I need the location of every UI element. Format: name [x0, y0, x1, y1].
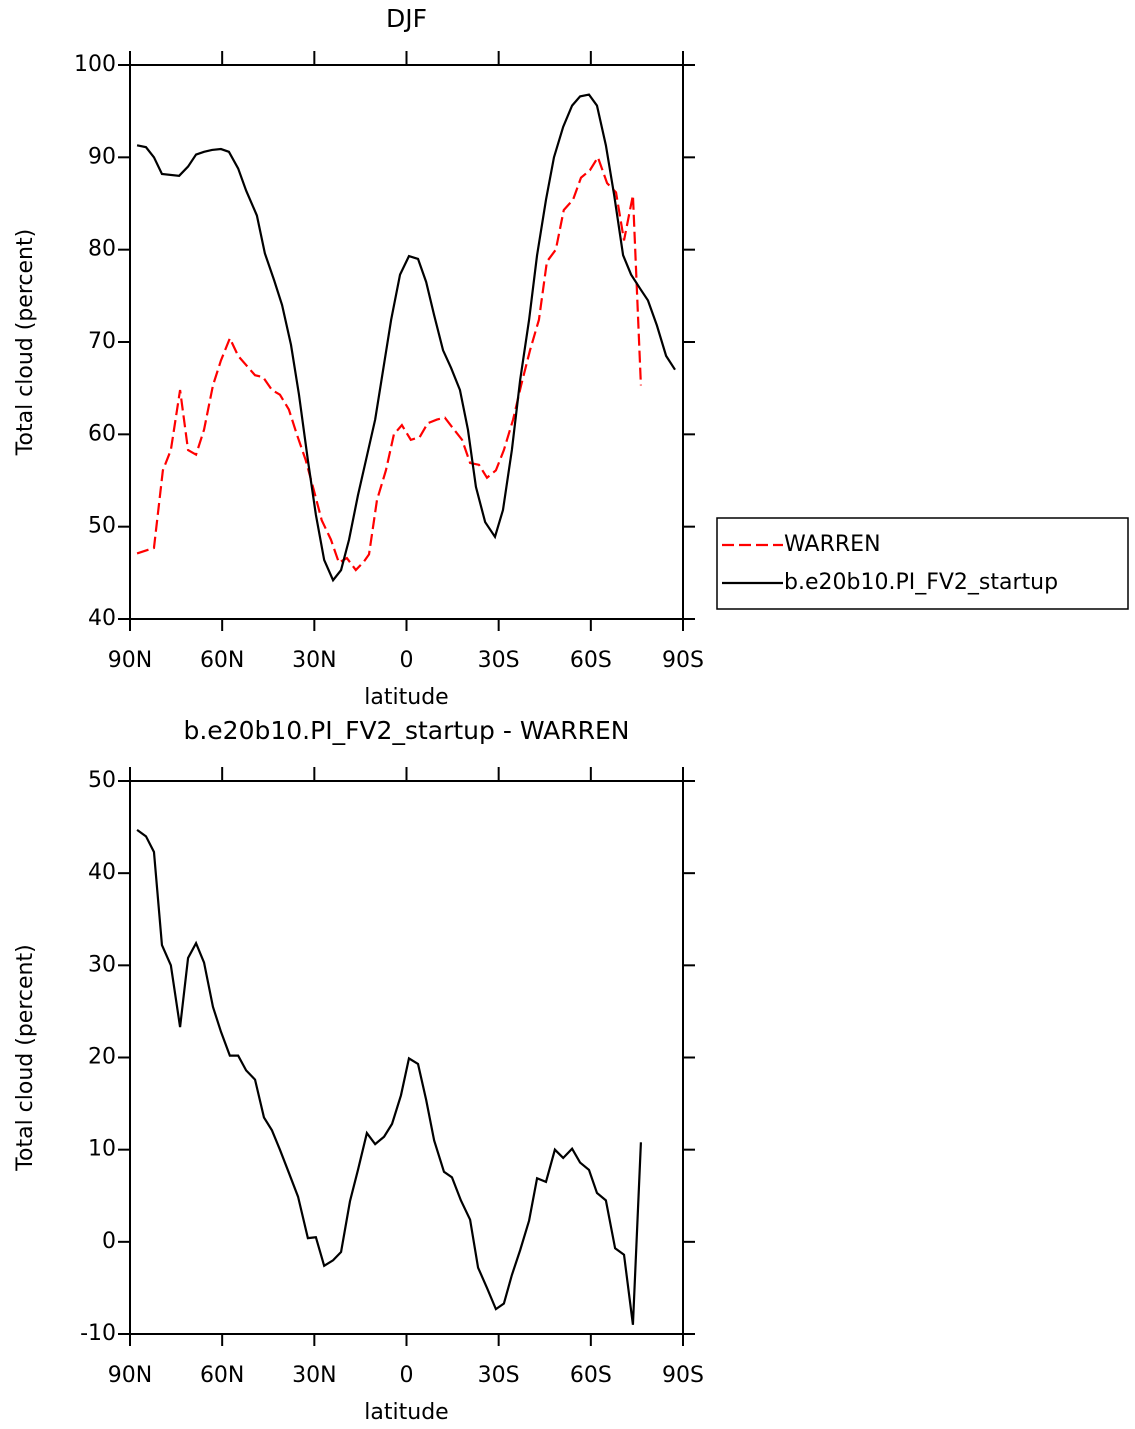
plot-frame	[129, 64, 684, 620]
data-line	[136, 828, 643, 1325]
x-tick-label: 0	[400, 648, 414, 673]
legend-label: WARREN	[784, 532, 881, 557]
y-tick-label: 40	[88, 606, 116, 631]
x-tick-label: 30S	[478, 1363, 520, 1388]
plot-frame	[129, 780, 684, 1335]
x-tick-label: 90N	[108, 1363, 152, 1388]
y-tick-label: 70	[88, 329, 116, 354]
x-axis-label: latitude	[364, 1400, 448, 1425]
x-tick-label: 90S	[662, 1363, 704, 1388]
y-tick-label: 0	[102, 1229, 116, 1254]
x-tick-label: 0	[400, 1363, 414, 1388]
x-axis-label: latitude	[364, 685, 448, 710]
x-tick-label: 30S	[478, 648, 520, 673]
x-tick-label: 60S	[570, 648, 612, 673]
y-tick-label: 40	[88, 860, 116, 885]
y-axis-label: Total cloud (percent)	[13, 229, 38, 456]
x-tick-label: 90N	[108, 648, 152, 673]
chart-title: b.e20b10.PI_FV2_startup - WARREN	[183, 716, 629, 745]
y-tick-label: -10	[80, 1321, 116, 1346]
chart-title: DJF	[386, 4, 427, 33]
y-tick-label: 30	[88, 952, 116, 977]
y-tick-label: 50	[88, 768, 116, 793]
x-tick-label: 60N	[200, 648, 244, 673]
x-tick-label: 30N	[292, 1363, 336, 1388]
legend-box	[716, 517, 1129, 610]
y-tick-label: 10	[88, 1137, 116, 1162]
x-tick-label: 60S	[570, 1363, 612, 1388]
x-tick-label: 30N	[292, 648, 336, 673]
data-line	[136, 93, 676, 583]
y-tick-label: 20	[88, 1045, 116, 1070]
y-tick-label: 80	[88, 237, 116, 262]
y-tick-label: 60	[88, 421, 116, 446]
y-tick-label: 90	[88, 144, 116, 169]
y-axis-label: Total cloud (percent)	[13, 944, 38, 1171]
y-tick-label: 50	[88, 514, 116, 539]
y-tick-label: 100	[74, 52, 116, 77]
legend-label: b.e20b10.PI_FV2_startup	[784, 570, 1058, 595]
data-line	[136, 154, 643, 572]
x-tick-label: 60N	[200, 1363, 244, 1388]
x-tick-label: 90S	[662, 648, 704, 673]
